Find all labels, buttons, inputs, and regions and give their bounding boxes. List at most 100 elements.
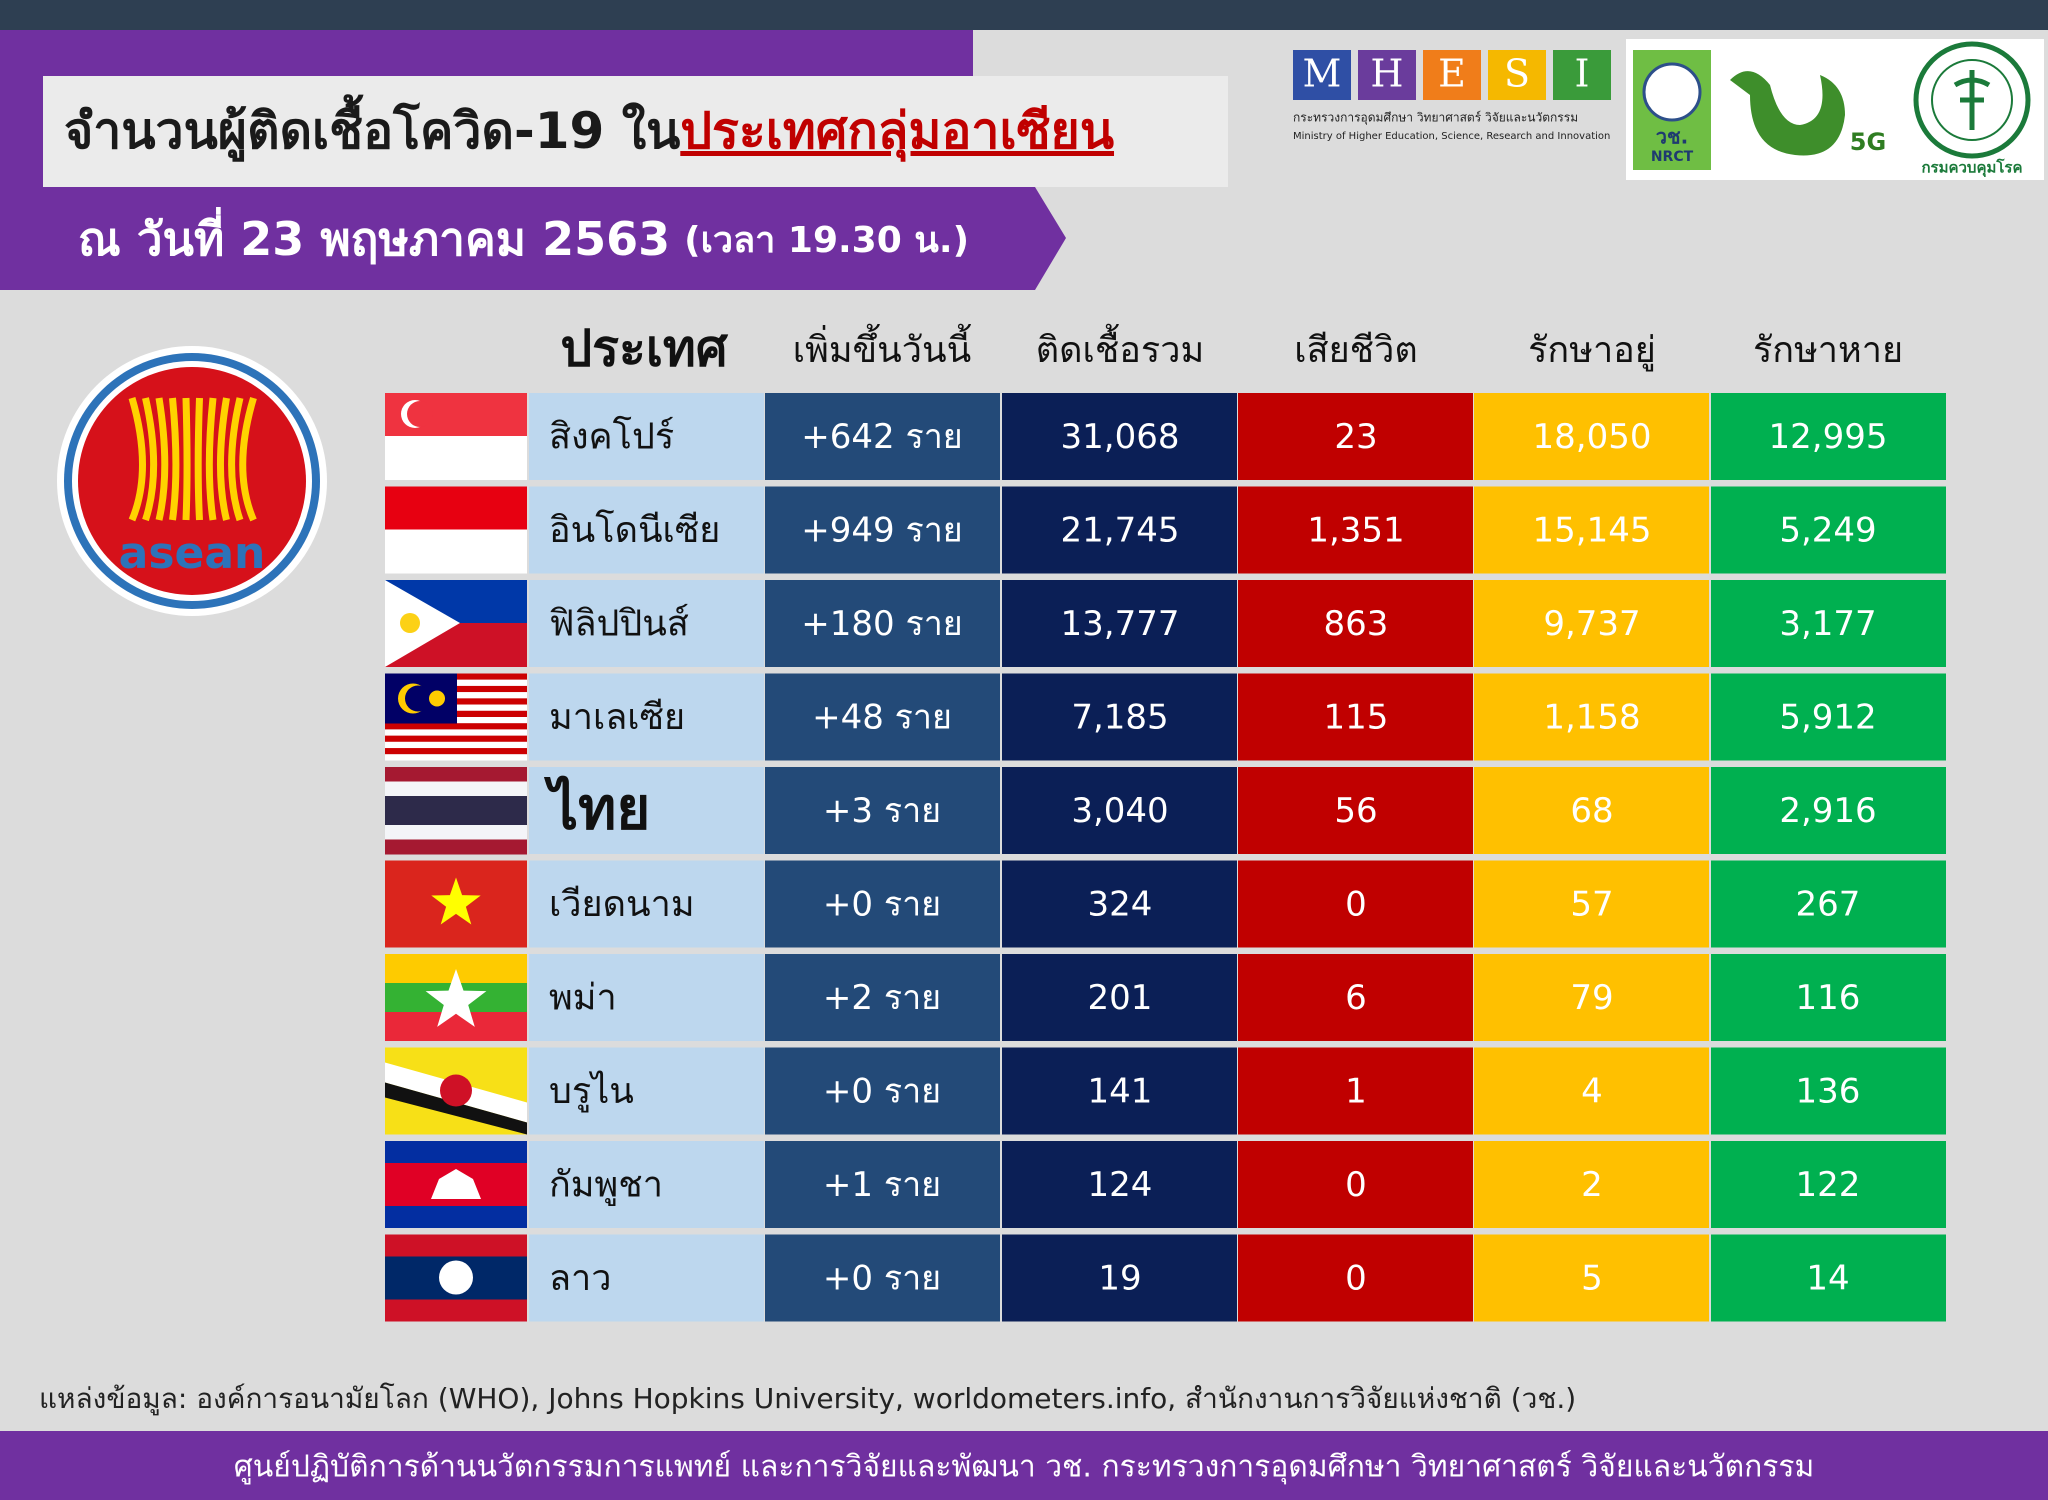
cell-value: 31,068 <box>1061 417 1180 457</box>
stalk <box>169 397 180 521</box>
table-row: สิงคโปร์ +642 ราย 31,068 23 18,050 12,995 <box>385 393 1946 480</box>
cell <box>765 393 1000 480</box>
country-name: ไทย <box>543 775 650 843</box>
column-header: รักษาหาย <box>1753 330 1903 371</box>
table-row: พม่า +2 ราย 201 6 79 116 <box>385 954 1946 1041</box>
flag-part <box>405 685 431 712</box>
cell <box>1711 1141 1946 1228</box>
stalk <box>142 397 158 522</box>
mhesi-box <box>1423 50 1481 100</box>
cell-value: +2 ราย <box>823 978 941 1018</box>
cell <box>1711 1234 1946 1322</box>
cell-value: 13,777 <box>1061 604 1180 644</box>
asean-sheaf <box>128 396 257 522</box>
stalk <box>239 396 257 522</box>
flag-part <box>385 767 527 782</box>
table: ประเทศ เพิ่มขึ้นวันนี้ ติดเชื้อรวม เสียชีวิ… <box>385 320 1946 1322</box>
cell <box>1002 673 1237 761</box>
cell-value: 21,745 <box>1061 511 1180 551</box>
cell <box>1002 1234 1237 1322</box>
table-row: มาเลเซีย +48 ราย 7,185 115 1,158 5,912 <box>385 673 1946 761</box>
cell <box>1238 954 1473 1041</box>
cell <box>1711 673 1946 761</box>
flag-part <box>385 1082 527 1135</box>
cell <box>529 1141 764 1228</box>
cell-value: 0 <box>1345 1259 1367 1299</box>
cell <box>1474 954 1709 1041</box>
banner <box>0 30 973 76</box>
cell <box>1711 1047 1946 1135</box>
cell <box>765 1234 1000 1322</box>
column-header: ประเทศ <box>560 320 728 378</box>
flag-part <box>385 741 527 749</box>
cell <box>1002 1047 1237 1135</box>
footer-bar <box>0 1431 2048 1500</box>
country-name: สิงคโปร์ <box>549 416 674 458</box>
cell <box>1474 1047 1709 1135</box>
cell <box>1238 1141 1473 1228</box>
cell <box>1711 954 1946 1041</box>
cell-value: 4 <box>1581 1072 1603 1112</box>
mhesi-letter: H <box>1370 52 1403 96</box>
cell-value: +48 ราย <box>812 698 952 738</box>
cell <box>1711 486 1946 574</box>
country-name: อินโดนีเซีย <box>549 509 720 551</box>
nrct-emblem <box>1642 62 1702 122</box>
cell-value: 324 <box>1088 885 1153 925</box>
cell <box>1238 580 1473 667</box>
cell-value: 0 <box>1345 885 1367 925</box>
cell <box>765 1141 1000 1228</box>
country-name: ลาว <box>549 1258 612 1299</box>
stalk <box>155 397 169 521</box>
flag-part <box>385 580 460 667</box>
cell-value: +3 ราย <box>823 791 941 831</box>
flag-part <box>385 729 527 736</box>
cell <box>765 580 1000 667</box>
cell-value: 68 <box>1570 791 1613 831</box>
stalk <box>228 397 244 522</box>
mhesi-box <box>1553 50 1611 100</box>
cell <box>765 486 1000 574</box>
country-name: กัมพูชา <box>549 1165 663 1207</box>
mhesi-letter: E <box>1438 52 1466 96</box>
flag-part <box>385 486 527 530</box>
cell <box>529 486 764 574</box>
mhesi-box <box>1488 50 1546 100</box>
flag-part <box>385 723 527 730</box>
ddc-emblem <box>1953 70 1991 130</box>
cell-value: 136 <box>1796 1072 1861 1112</box>
stalk <box>128 397 146 522</box>
cell-value: 12,995 <box>1769 417 1888 457</box>
cell-value: 116 <box>1796 978 1861 1018</box>
ddc-ring <box>1931 59 2013 141</box>
cell-value: 15,145 <box>1533 511 1652 551</box>
cell-value: 1,158 <box>1543 698 1640 738</box>
cell <box>1002 1141 1237 1228</box>
cell <box>1474 860 1709 948</box>
column-header: รักษาอยู่ <box>1528 330 1656 372</box>
cell <box>1002 393 1237 480</box>
cell-value: +0 ราย <box>823 1072 941 1112</box>
table-row: กัมพูชา +1 ราย 124 0 2 122 <box>385 1141 1946 1228</box>
country-name: เวียดนาม <box>549 884 695 925</box>
cell <box>529 580 764 667</box>
column-header: เพิ่มขึ้นวันนี้ <box>793 323 972 371</box>
nrct-thai: วช. <box>1656 125 1688 149</box>
column-header: ติดเชื้อรวม <box>1036 323 1204 371</box>
stalk <box>194 397 203 521</box>
flag-part <box>400 613 420 633</box>
cell-value: 57 <box>1570 885 1613 925</box>
cell-value: 124 <box>1088 1165 1153 1205</box>
mhesi-box <box>1293 50 1351 100</box>
cell-value: +180 ราย <box>801 604 962 644</box>
cell <box>1474 393 1709 480</box>
cell <box>1002 954 1237 1041</box>
cell <box>1711 860 1946 948</box>
cell-value: +949 ราย <box>801 511 962 551</box>
cell <box>765 767 1000 854</box>
cell <box>1002 767 1237 854</box>
mhesi-letter: I <box>1574 52 1589 96</box>
flag-part <box>385 529 527 574</box>
cell-value: 2,916 <box>1779 791 1876 831</box>
table-row: ฟิลิปปินส์ +180 ราย 13,777 863 9,737 3,177 <box>385 580 1946 667</box>
